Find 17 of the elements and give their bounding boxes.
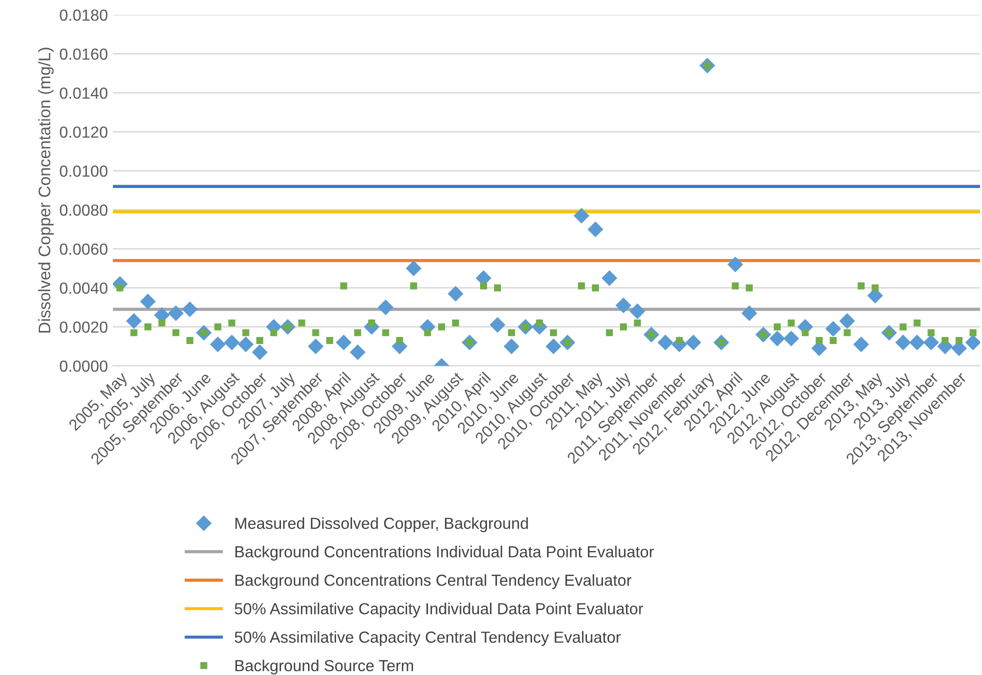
y-axis-title: Dissolved Copper Concentation (mg/L)	[38, 48, 54, 333]
y-tick-label: 0.0000	[60, 360, 108, 372]
legend-label: Background Source Term	[235, 660, 414, 674]
y-tick-label: 0.0040	[60, 282, 108, 294]
legend-label: 50% Assimilative Capacity Individual Data Point Evaluator	[234, 602, 644, 618]
y-tick-label: 0.0060	[60, 243, 108, 255]
y-tick-label: 0.0180	[60, 9, 108, 21]
legend-label: Background Concentrations Individual Data Point Evaluator	[235, 546, 654, 561]
y-tick-label: 0.0080	[60, 204, 108, 216]
legend-label: Measured Dissolved Copper, Background	[235, 517, 528, 532]
y-tick-label: 0.0160	[60, 48, 108, 60]
y-tick-label: 0.0020	[60, 321, 108, 333]
legend-label: 50% Assimilative Capacity Central Tendency Evaluator	[234, 631, 621, 646]
legend-label: Background Concentrations Central Tendency Evaluator	[235, 574, 632, 590]
y-tick-label: 0.0100	[60, 165, 108, 177]
y-tick-label: 0.0120	[60, 126, 108, 138]
y-tick-label: 0.0140	[60, 87, 108, 99]
